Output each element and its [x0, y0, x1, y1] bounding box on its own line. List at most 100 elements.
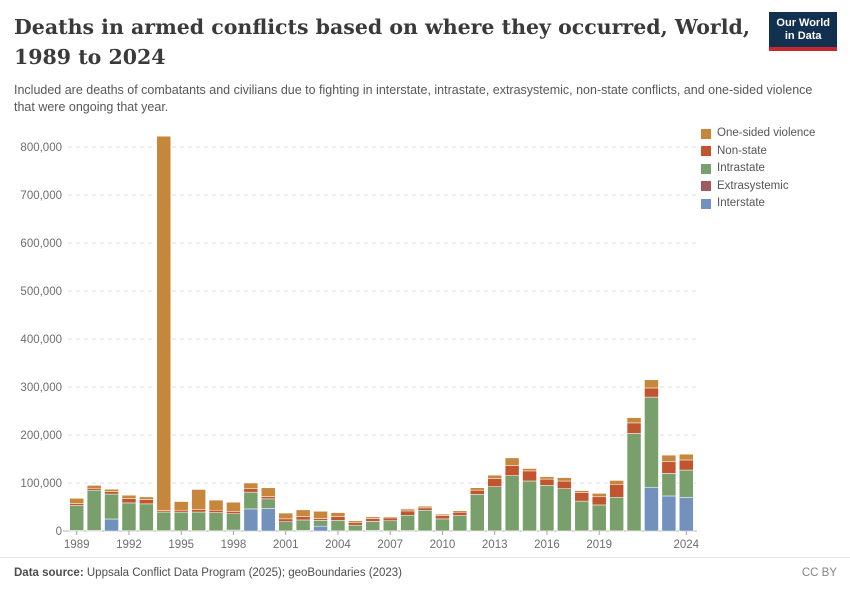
bar-1995-non-state[interactable] [173, 509, 189, 513]
bar-2020-one-sided-violence[interactable] [609, 480, 624, 485]
bar-2002-intrastate[interactable] [295, 519, 311, 531]
bar-2012-intrastate[interactable] [470, 494, 485, 532]
bar-2022-one-sided-violence[interactable] [644, 379, 659, 389]
bar-2022-non-state[interactable] [644, 387, 659, 398]
bar-2010-intrastate[interactable] [435, 518, 450, 532]
bar-2008-non-state[interactable] [400, 510, 415, 516]
bar-2013-one-sided-violence[interactable] [487, 474, 502, 479]
bar-1995-one-sided-violence[interactable] [173, 501, 189, 511]
bar-1994-one-sided-violence[interactable] [156, 135, 172, 511]
bar-1997-non-state[interactable] [208, 509, 224, 513]
bar-2000-interstate[interactable] [261, 508, 276, 532]
bar-1996-non-state[interactable] [191, 509, 206, 513]
bar-2013-intrastate[interactable] [487, 486, 502, 532]
bar-1993-non-state[interactable] [139, 499, 154, 505]
bar-1993-intrastate[interactable] [139, 503, 154, 532]
bar-2008-intrastate[interactable] [400, 515, 415, 531]
bar-2023-non-state[interactable] [661, 461, 677, 474]
bar-2024-intrastate[interactable] [679, 469, 694, 498]
bar-2024-non-state[interactable] [679, 459, 694, 471]
bar-2001-one-sided-violence[interactable] [278, 512, 293, 520]
bar-1999-non-state[interactable] [243, 488, 259, 493]
bar-2018-one-sided-violence[interactable] [574, 490, 590, 493]
bar-2007-intrastate[interactable] [382, 520, 398, 532]
bar-2011-one-sided-violence[interactable] [452, 510, 468, 513]
bar-2021-non-state[interactable] [626, 422, 642, 434]
license-badge[interactable]: CC BY [801, 567, 837, 579]
bar-2015-intrastate[interactable] [522, 480, 537, 532]
bar-1999-one-sided-violence[interactable] [243, 482, 259, 490]
bar-1999-intrastate[interactable] [243, 491, 259, 510]
bar-1992-intrastate[interactable] [121, 502, 137, 532]
bar-2010-one-sided-violence[interactable] [435, 513, 450, 516]
bar-2003-one-sided-violence[interactable] [313, 511, 328, 519]
bar-2015-non-state[interactable] [522, 470, 537, 482]
bar-2006-intrastate[interactable] [365, 521, 381, 531]
bar-2004-one-sided-violence[interactable] [330, 512, 346, 517]
bar-2019-intrastate[interactable] [591, 504, 607, 532]
bar-2023-intrastate[interactable] [661, 473, 677, 497]
bar-2021-one-sided-violence[interactable] [626, 417, 642, 424]
bar-2020-intrastate[interactable] [609, 497, 624, 532]
bar-1990-one-sided-violence[interactable] [86, 485, 102, 489]
bar-2010-non-state[interactable] [435, 515, 450, 520]
bar-1998-non-state[interactable] [226, 511, 241, 514]
bar-2024-interstate[interactable] [679, 497, 694, 532]
legend-item-non-state[interactable]: Non-state [701, 145, 815, 158]
bar-2002-one-sided-violence[interactable] [295, 509, 311, 517]
bar-2000-intrastate[interactable] [261, 498, 276, 509]
bar-1989-one-sided-violence[interactable] [69, 498, 84, 504]
bar-2018-non-state[interactable] [574, 492, 590, 502]
bar-1992-one-sided-violence[interactable] [121, 494, 137, 499]
bar-2009-intrastate[interactable] [417, 510, 433, 532]
bar-1992-non-state[interactable] [121, 498, 137, 504]
bar-2014-one-sided-violence[interactable] [504, 457, 520, 466]
bar-2024-one-sided-violence[interactable] [679, 453, 694, 461]
bar-2003-intrastate[interactable] [313, 520, 328, 527]
bar-2019-one-sided-violence[interactable] [591, 493, 607, 498]
bar-2003-non-state[interactable] [313, 518, 328, 521]
bar-2017-one-sided-violence[interactable] [557, 477, 572, 482]
bar-1995-intrastate[interactable] [173, 511, 189, 532]
bar-2009-one-sided-violence[interactable] [417, 505, 433, 509]
bar-1996-one-sided-violence[interactable] [191, 489, 206, 510]
bar-2021-intrastate[interactable] [626, 433, 642, 532]
bar-1996-intrastate[interactable] [191, 511, 206, 532]
bar-2016-intrastate[interactable] [539, 485, 555, 532]
bar-2011-non-state[interactable] [452, 511, 468, 516]
bar-2020-non-state[interactable] [609, 484, 624, 498]
bar-2007-non-state[interactable] [382, 517, 398, 522]
legend-item-one-sided-violence[interactable]: One-sided violence [701, 127, 815, 140]
bar-1999-interstate[interactable] [243, 508, 259, 532]
bar-1991-non-state[interactable] [104, 491, 119, 495]
bar-1991-one-sided-violence[interactable] [104, 488, 119, 492]
bar-2008-one-sided-violence[interactable] [400, 508, 415, 512]
bar-2013-non-state[interactable] [487, 478, 502, 487]
legend-item-extrasystemic[interactable]: Extrasystemic [701, 180, 815, 193]
bar-2023-interstate[interactable] [661, 495, 677, 532]
bar-2014-non-state[interactable] [504, 465, 520, 476]
bar-2003-interstate[interactable] [313, 525, 328, 532]
bar-2005-one-sided-violence[interactable] [348, 520, 363, 523]
bar-1989-intrastate[interactable] [69, 505, 84, 531]
bar-2011-intrastate[interactable] [452, 515, 468, 532]
bar-2002-non-state[interactable] [295, 516, 311, 521]
bar-2007-one-sided-violence[interactable] [382, 516, 398, 519]
owid-logo[interactable]: Our World in Data [769, 12, 837, 51]
bar-2006-non-state[interactable] [365, 518, 381, 522]
legend-item-interstate[interactable]: Interstate [701, 197, 815, 210]
bar-2022-intrastate[interactable] [644, 396, 659, 488]
bar-2006-one-sided-violence[interactable] [365, 516, 381, 519]
bar-2017-intrastate[interactable] [557, 488, 572, 532]
bar-2014-intrastate[interactable] [504, 475, 520, 532]
bar-1998-one-sided-violence[interactable] [226, 501, 241, 512]
bar-1998-intrastate[interactable] [226, 513, 241, 531]
bar-2016-non-state[interactable] [539, 478, 555, 486]
bar-1993-one-sided-violence[interactable] [139, 496, 154, 500]
bar-1989-non-state[interactable] [69, 503, 84, 506]
bar-2015-one-sided-violence[interactable] [522, 468, 537, 472]
bar-2009-non-state[interactable] [417, 507, 433, 511]
bar-2012-non-state[interactable] [470, 489, 485, 495]
bar-2005-intrastate[interactable] [348, 524, 363, 532]
bar-2012-one-sided-violence[interactable] [470, 487, 485, 491]
